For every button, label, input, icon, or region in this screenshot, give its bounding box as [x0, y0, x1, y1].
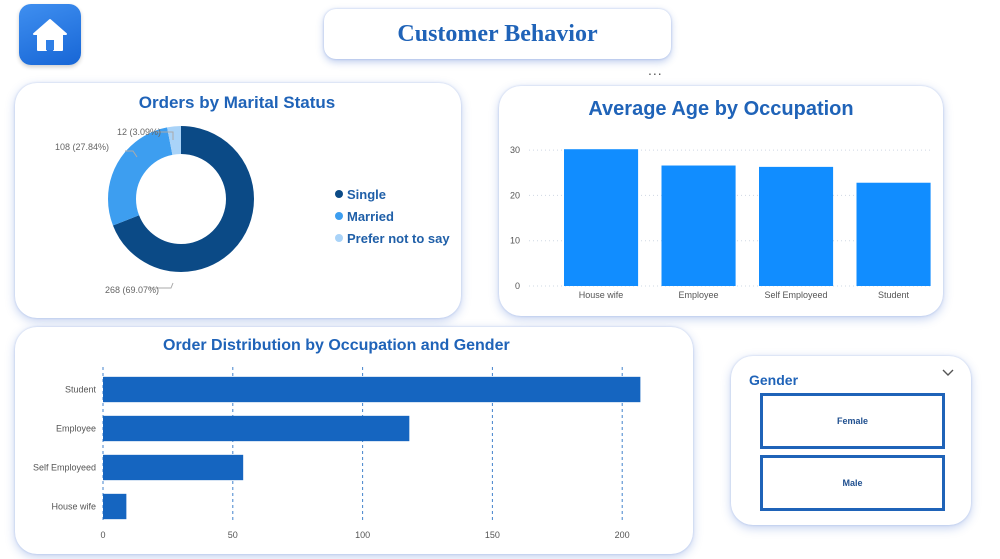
gender-slicer-title: Gender	[749, 372, 799, 388]
x-tick-label: 0	[100, 530, 105, 540]
legend-item-married[interactable]: Married	[335, 205, 450, 227]
marital-status-card: Orders by Marital Status 268 (69.07%) 108…	[15, 83, 461, 318]
x-tick-label: 50	[228, 530, 238, 540]
donut-slice-married[interactable]	[108, 126, 254, 272]
marital-status-chart-title: Orders by Marital Status	[138, 93, 336, 112]
legend-dot-prefer-not	[335, 234, 343, 242]
bar-employee[interactable]	[661, 165, 736, 286]
y-category-label: Employee	[56, 424, 96, 434]
legend-item-prefer-not[interactable]: Prefer not to say	[335, 227, 450, 249]
donut-slice-prefer-not[interactable]	[108, 126, 254, 272]
donut-data-label-single: 268 (69.07%)	[105, 285, 159, 295]
more-options-button[interactable]: ...	[648, 62, 663, 78]
y-category-label: Student	[65, 385, 97, 395]
y-tick-label: 20	[510, 190, 520, 200]
slicer-option-female[interactable]: Female	[760, 393, 945, 449]
average-age-bar-chart: 0 10 20 30 House wife Employee Self Employeed S…	[510, 145, 931, 300]
y-tick-label: 0	[515, 281, 520, 291]
slicer-option-male[interactable]: Male	[760, 455, 945, 511]
bar-self-employeed[interactable]	[103, 454, 244, 481]
donut-leader-line-prefer-not	[156, 131, 174, 140]
average-age-card: Average Age by Occupation 0 10 20 30 House w…	[499, 86, 943, 316]
bar-self-employeed[interactable]	[759, 166, 834, 286]
y-category-label: Self Employeed	[33, 463, 96, 473]
x-category-label: House wife	[579, 290, 624, 300]
legend-dot-married	[335, 212, 343, 220]
marital-status-legend: Single Married Prefer not to say	[335, 183, 450, 249]
x-tick-label: 200	[615, 530, 630, 540]
average-age-chart-title: Average Age by Occupation	[588, 98, 854, 120]
bar-student[interactable]	[856, 182, 931, 286]
legend-item-single[interactable]: Single	[335, 183, 450, 205]
x-category-label: Student	[878, 290, 910, 300]
bar-house-wife[interactable]	[564, 149, 639, 286]
order-distribution-card: Order Distribution by Occupation and Gen…	[15, 327, 693, 554]
y-tick-label: 10	[510, 236, 520, 246]
x-category-label: Employee	[679, 290, 719, 300]
donut-leader-line-single	[149, 282, 174, 289]
legend-label-married: Married	[347, 208, 394, 224]
bar-employee[interactable]	[103, 415, 410, 442]
x-category-label: Self Employeed	[765, 290, 828, 300]
home-button[interactable]	[19, 4, 81, 65]
x-tick-label: 150	[485, 530, 500, 540]
order-distribution-chart-title: Order Distribution by Occupation and Gen…	[163, 337, 510, 354]
bar-house-wife[interactable]	[103, 493, 127, 520]
donut-leader-line-married	[125, 150, 138, 158]
marital-status-donut: 268 (69.07%) 108 (27.84%) 12 (3.09%)	[55, 126, 254, 295]
x-tick-label: 100	[355, 530, 370, 540]
home-icon	[33, 18, 67, 51]
title-card: Customer Behavior	[324, 9, 671, 59]
chevron-down-icon[interactable]	[941, 368, 955, 378]
gender-slicer: Gender Female Male	[731, 356, 971, 525]
bar-student[interactable]	[103, 376, 641, 403]
donut-data-label-prefer-not: 12 (3.09%)	[117, 127, 161, 137]
y-tick-label: 30	[510, 145, 520, 155]
page-title: Customer Behavior	[397, 20, 598, 47]
legend-dot-single	[335, 190, 343, 198]
y-category-label: House wife	[51, 502, 96, 512]
order-distribution-bar-chart: 0 50 100 150 200 Student Employee Self Employee…	[33, 367, 641, 540]
donut-data-label-married: 108 (27.84%)	[55, 142, 109, 152]
legend-label-prefer-not: Prefer not to say	[347, 230, 450, 246]
legend-label-single: Single	[347, 186, 387, 202]
